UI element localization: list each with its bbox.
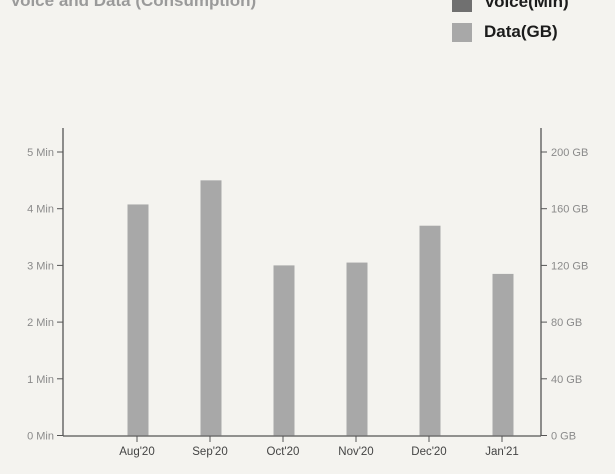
y-left-tick-label: 0 Min <box>27 431 54 443</box>
legend-item-data: Data(GB) <box>452 22 569 42</box>
legend: Voice(Min) Data(GB) <box>452 0 569 42</box>
bar-datagb <box>273 265 295 436</box>
x-tick-label: Aug'20 <box>119 446 154 458</box>
legend-label-voice: Voice(Min) <box>484 0 569 11</box>
chart-bars <box>127 180 514 436</box>
x-tick-label: Dec'20 <box>411 446 446 458</box>
x-tick-label: Oct'20 <box>267 446 300 458</box>
bar-datagb <box>419 225 441 436</box>
bar-datagb <box>127 204 149 436</box>
legend-item-voice: Voice(Min) <box>452 0 569 12</box>
x-tick-label: Sep'20 <box>192 446 227 458</box>
y-right-tick-label: 0 GB <box>551 431 576 443</box>
legend-swatch-data <box>452 22 472 42</box>
y-right-tick-label: 80 GB <box>551 317 582 329</box>
y-right-tick-label: 160 GB <box>551 204 588 216</box>
y-left-tick-label: 3 Min <box>27 260 54 272</box>
y-left-tick-label: 2 Min <box>27 317 54 329</box>
y-right-tick-label: 120 GB <box>551 260 588 272</box>
bar-datagb <box>346 262 368 436</box>
legend-label-data: Data(GB) <box>484 22 558 41</box>
chart-title: Voice and Data (Consumption) <box>10 0 257 10</box>
y-right-tick-label: 40 GB <box>551 374 582 386</box>
bar-datagb <box>492 273 514 436</box>
y-left-tick-label: 1 Min <box>27 374 54 386</box>
chart-axes <box>57 128 547 442</box>
legend-swatch-voice <box>452 0 472 12</box>
y-right-tick-label: 200 GB <box>551 147 588 159</box>
x-tick-label: Jan'21 <box>485 446 519 458</box>
y-left-tick-label: 5 Min <box>27 147 54 159</box>
y-left-tick-label: 4 Min <box>27 204 54 216</box>
x-tick-label: Nov'20 <box>338 446 373 458</box>
chart-tick-labels: 0 Min 1 Min 2 Min 3 Min 4 Min 5 Min 0 GB 40 GB 8… <box>27 147 588 458</box>
bar-datagb <box>200 180 222 436</box>
